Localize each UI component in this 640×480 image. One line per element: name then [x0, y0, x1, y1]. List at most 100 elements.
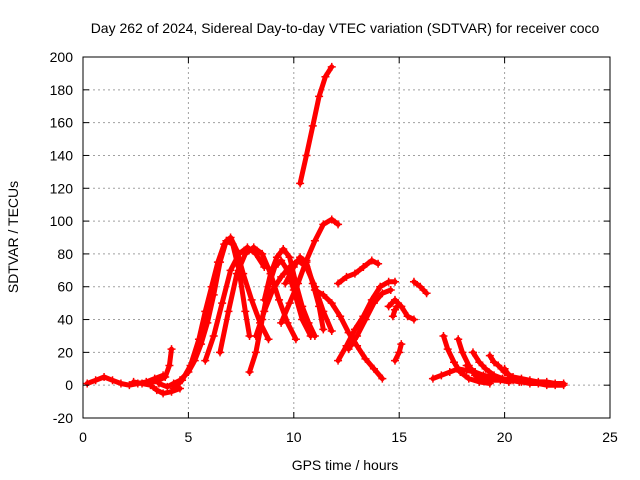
data-point	[304, 318, 313, 327]
y-tick-label: 20	[57, 344, 73, 360]
data-point	[241, 307, 250, 316]
data-point	[241, 249, 250, 258]
data-point	[397, 340, 406, 349]
data-point	[378, 289, 387, 298]
data-series-sat-k	[278, 216, 341, 326]
data-point	[226, 266, 235, 275]
data-point	[458, 348, 467, 357]
data-point	[509, 376, 518, 385]
data-point	[315, 92, 324, 101]
data-point	[277, 256, 286, 265]
data-point	[559, 381, 568, 390]
y-tick-label: 120	[50, 180, 74, 196]
x-tick-label: 15	[391, 429, 407, 445]
data-point	[249, 243, 258, 252]
data-point	[353, 341, 362, 350]
data-point	[226, 233, 235, 242]
data-point	[336, 312, 345, 321]
data-point	[268, 286, 277, 295]
data-point	[384, 302, 393, 311]
data-point	[376, 282, 385, 291]
data-point	[350, 269, 359, 278]
data-point	[289, 263, 298, 272]
data-point	[334, 279, 343, 288]
data-point	[260, 307, 269, 316]
data-point	[525, 379, 534, 388]
data-point	[165, 361, 174, 370]
data-point	[294, 279, 303, 288]
data-series-sat-g	[217, 244, 299, 355]
data-point	[277, 318, 286, 327]
data-point	[500, 364, 509, 373]
data-point	[251, 348, 260, 357]
data-point	[390, 277, 399, 286]
data-point	[494, 361, 503, 370]
data-point	[517, 377, 526, 386]
data-point	[310, 286, 319, 295]
data-point	[481, 364, 490, 373]
y-axis-label: SDTVAR / TECUs	[5, 181, 21, 293]
data-point	[361, 315, 370, 324]
data-point	[296, 253, 305, 262]
data-point	[327, 299, 336, 308]
data-series-sat-p	[335, 279, 398, 364]
data-point	[125, 381, 134, 390]
data-point	[334, 356, 343, 365]
data-point	[374, 259, 383, 268]
data-point	[310, 331, 319, 340]
data-point	[148, 377, 157, 386]
data-point	[83, 379, 92, 388]
data-point	[154, 379, 163, 388]
data-point	[91, 376, 100, 385]
data-point	[334, 220, 343, 229]
data-point	[409, 277, 418, 286]
data-point	[213, 258, 222, 267]
data-point	[390, 356, 399, 365]
y-tick-label: 140	[50, 147, 74, 163]
data-point	[462, 361, 471, 370]
data-point	[490, 371, 499, 380]
data-point	[216, 348, 225, 357]
data-point	[369, 299, 378, 308]
data-point	[108, 376, 117, 385]
data-point	[275, 295, 284, 304]
y-tick-label: 200	[50, 49, 74, 65]
data-series-sat-e	[171, 235, 271, 391]
data-point	[218, 299, 227, 308]
x-tick-label: 0	[79, 429, 87, 445]
data-point	[456, 368, 465, 377]
x-tick-label: 20	[497, 429, 513, 445]
data-point	[281, 279, 290, 288]
data-point	[296, 179, 305, 188]
data-point	[504, 371, 513, 380]
y-tick-label: 40	[57, 312, 73, 328]
data-series-sat-a	[84, 372, 166, 388]
data-point	[416, 282, 425, 291]
data-point	[468, 348, 477, 357]
data-point	[344, 345, 353, 354]
data-point	[361, 354, 370, 363]
data-point	[258, 249, 267, 258]
data-point	[386, 286, 395, 295]
data-point	[471, 368, 480, 377]
data-point	[487, 376, 496, 385]
data-point	[388, 312, 397, 321]
data-point	[302, 151, 311, 160]
data-point	[279, 244, 288, 253]
data-point	[475, 358, 484, 367]
data-point	[319, 325, 328, 334]
y-tick-label: 180	[50, 82, 74, 98]
data-point	[437, 371, 446, 380]
data-point	[369, 364, 378, 373]
data-point	[403, 312, 412, 321]
data-point	[138, 379, 147, 388]
data-point	[428, 374, 437, 383]
data-point	[464, 374, 473, 383]
data-point	[395, 348, 404, 357]
y-tick-label: 100	[50, 213, 74, 229]
y-tick-label: 0	[65, 377, 73, 393]
data-point	[393, 302, 402, 311]
data-series-sat-f	[202, 244, 267, 364]
grid	[83, 57, 610, 418]
